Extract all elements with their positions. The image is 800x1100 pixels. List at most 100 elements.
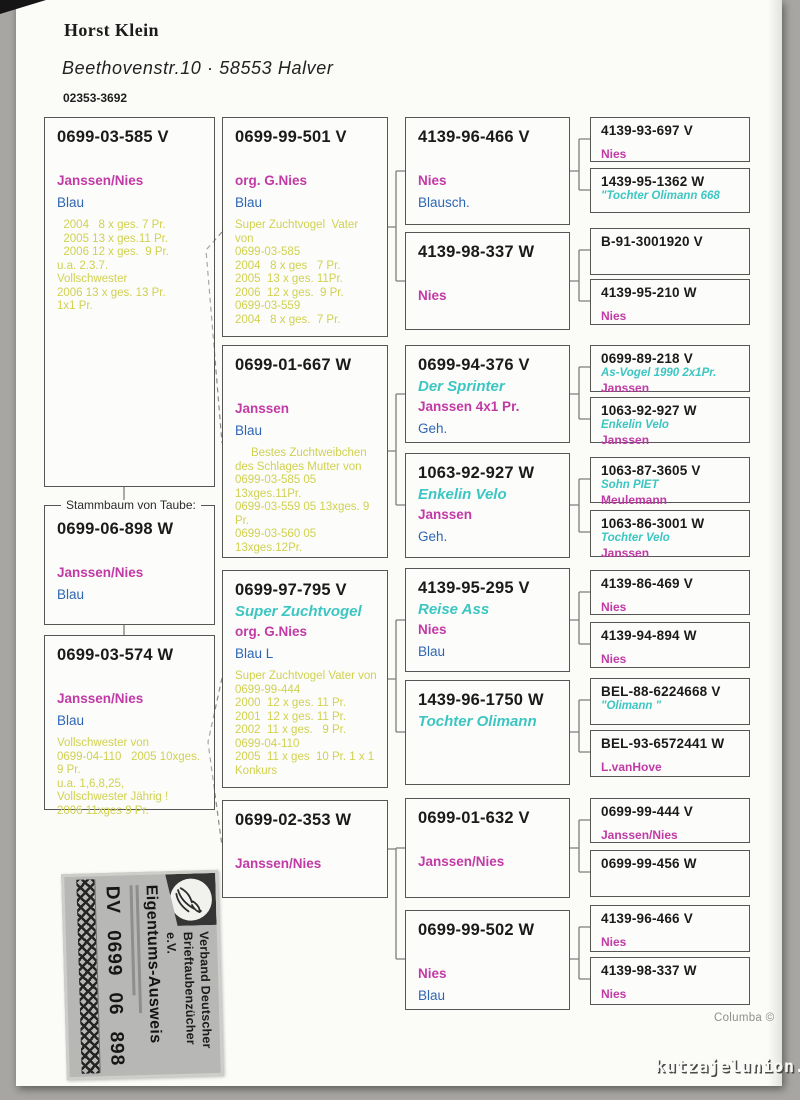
pedigree-box-mother: 0699-03-574 W Janssen/Nies Blau Vollschw… [44,635,215,817]
strain-label: Nies [418,622,447,637]
color-label: Blau [235,195,263,210]
color-label: Blau [418,988,446,1003]
ring-number: 4139-98-337 W [601,963,697,978]
color-label: Blau [57,713,85,728]
breeder-name: Horst Klein [64,20,159,40]
strain-label: org. G.Nies [235,624,308,639]
pedigree-box-gen3-6: 1439-96-1750 W Tochter Olimann [405,680,570,785]
pedigree-box-grandfather-maternal: 0699-97-795 V Super Zuchtvogel org. G.Ni… [222,570,388,788]
performance-notes: Bestes Zuchtweibchen des Schlages Mutter… [235,447,370,554]
pedigree-box-gen4-4: 4139-95-210 W Nies [590,279,750,325]
strain-label: Nies [418,288,447,303]
ring-number: 0699-03-574 W [57,646,174,664]
pedigree-box-gen4-7: 1063-87-3605 V Sohn PIET Meulemann [590,457,750,507]
ring-number: 0699-02-353 W [235,811,352,829]
ring-number: 0699-97-795 V [235,581,347,599]
ring-code-year: 06 [104,992,127,1016]
ownership-sticker-content: Verband Deutscher Brieftaubenzücher e.V.… [64,873,221,1077]
ring-number: 4139-94-894 W [601,628,697,643]
pedigree-box-gen4-8: 1063-86-3001 W Tochter Velo Janssen [590,510,750,560]
ownership-sticker: Verband Deutscher Brieftaubenzücher e.V.… [61,869,224,1081]
ring-number: 1063-92-927 W [601,403,697,418]
performance-notes: 2004 8 x ges. 7 Pr. 2005 13 x ges.11 Pr.… [57,219,169,313]
ring-number: 0699-94-376 V [418,356,530,374]
pedigree-box-grandfather-paternal: 0699-99-501 V org. G.Nies Blau Super Zuc… [222,117,388,337]
ring-number: 4139-95-210 W [601,285,697,300]
strain-label: Janssen/Nies [57,691,144,706]
ring-code-number: 898 [105,1031,128,1067]
security-pattern-strip [76,879,101,1074]
color-label: Blausch. [418,195,470,210]
pedigree-box-grandmother-maternal: 0699-02-353 W Janssen/Nies [222,800,388,898]
pigeon-name: Enkelin Velo [418,486,507,503]
strain-label: Janssen [601,433,650,447]
pedigree-box-gen4-10: 4139-94-894 W Nies [590,622,750,668]
color-label: Blau [57,587,85,602]
ring-number: 0699-89-218 V [601,351,693,366]
pedigree-box-father: 0699-03-585 V Janssen/Nies Blau 2004 8 x… [44,117,215,487]
ring-number: 4139-86-469 V [601,576,693,591]
strain-label: Janssen 4x1 Pr. [418,399,520,414]
strain-label: Nies [601,652,627,666]
scanned-pedigree-page: Horst Klein Beethovenstr.10 · 58553 Halv… [16,0,782,1086]
ring-number: 1063-92-927 W [418,464,535,482]
color-label: Blau [57,195,85,210]
strain-label: Meulemann [601,493,668,507]
strain-label: Nies [418,966,447,981]
ring-number: B-91-3001920 V [601,234,703,249]
logo-block [165,873,216,926]
pedigree-box-gen3-3: 0699-94-376 V Der Sprinter Janssen 4x1 P… [405,345,570,443]
ring-number: 4139-93-697 V [601,123,693,138]
performance-notes: Vollschwester von 0699-04-110 2005 10xge… [57,737,201,817]
pigeon-name: Super Zuchtvogel [235,603,362,620]
subject-box-legend: Stammbaum von Taube: [66,498,196,512]
software-credit: Columba © [714,1012,775,1024]
pedigree-box-gen3-1: 4139-96-466 V Nies Blausch. [405,117,570,225]
ring-number: 1439-95-1362 W [601,174,705,189]
ring-number: 0699-99-501 V [235,128,347,146]
pedigree-box-grandmother-paternal: 0699-01-667 W Janssen Blau Bestes Zuchtw… [222,345,388,558]
pedigree-box-gen4-12: BEL-93-6572441 W L.vanHove [590,730,750,777]
ring-number: 0699-03-585 V [57,128,169,146]
ring-number: BEL-93-6572441 W [601,736,725,751]
ring-code: DV 0699 06 898 [101,886,128,1069]
strain-label: Janssen/Nies [57,565,144,580]
pigeon-name: Tochter Velo [601,532,670,544]
pedigree-box-gen3-8: 0699-99-502 W Nies Blau [405,910,570,1010]
performance-notes: Super Zuchtvogel Vater von 0699-03-585 2… [235,219,359,326]
pigeon-name: Sohn PIET [601,479,659,491]
strain-label: Nies [601,600,627,614]
ring-code-prefix: DV [101,885,124,915]
pedigree-box-gen4-6: 1063-92-927 W Enkelin Velo Janssen [590,397,750,447]
pigeon-name: Reise Ass [418,601,490,618]
breeder-phone: 02353-3692 [63,91,128,105]
strain-label: Janssen/Nies [235,856,322,871]
pedigree-box-gen4-15: 4139-96-466 V Nies [590,905,750,952]
performance-notes: Super Zuchtvogel Vater von 0699-99-444 2… [235,670,377,777]
strain-label: Janssen/Nies [601,828,678,842]
strain-label: Nies [418,173,447,188]
pedigree-box-gen3-4: 1063-92-927 W Enkelin Velo Janssen Geh. [405,453,570,558]
ring-number: 0699-01-632 V [418,809,530,827]
ring-number: 4139-95-295 V [418,579,530,597]
pedigree-box-gen4-2: 1439-95-1362 W "Tochter Olimann 668 [590,168,750,213]
pigeon-name: "Tochter Olimann 668 [601,190,720,202]
ring-number: 0699-99-444 V [601,804,693,819]
pedigree-box-subject: Stammbaum von Taube: 0699-06-898 W Janss… [44,498,215,625]
pedigree-box-gen4-9: 4139-86-469 V Nies [590,570,750,615]
ring-number: 4139-98-337 W [418,243,535,261]
ring-number: 0699-01-667 W [235,356,352,374]
pedigree-box-gen4-13: 0699-99-444 V Janssen/Nies [590,798,750,843]
ring-number: 1439-96-1750 W [418,691,544,709]
strain-label: Nies [601,935,627,949]
pedigree-box-gen4-1: 4139-93-697 V Nies [590,117,750,162]
color-label: Blau [418,644,446,659]
strain-label: Janssen [418,507,473,522]
ring-number: BEL-88-6224668 V [601,684,721,699]
ring-number: 4139-96-466 V [418,128,530,146]
pigeon-name: "Olimann " [601,700,662,712]
pedigree-box-gen4-3: B-91-3001920 V [590,228,750,275]
pedigree-box-gen3-2: 4139-98-337 W Nies [405,232,570,330]
strain-label: Nies [601,147,627,161]
pigeon-name: As-Vogel 1990 2x1Pr. [601,367,717,379]
